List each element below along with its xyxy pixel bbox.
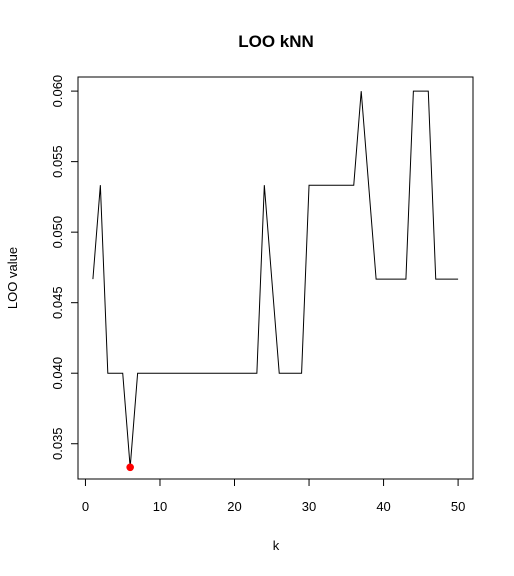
x-tick-label: 40: [376, 499, 390, 514]
y-tick-label: 0.045: [50, 286, 65, 319]
x-tick-label: 10: [153, 499, 167, 514]
x-axis-label: k: [273, 538, 280, 553]
series-line: [92, 90, 459, 468]
y-axis: 0.035 0.040 0.045 0.050 0.055 0.060: [50, 75, 79, 460]
y-tick-label: 0.055: [50, 145, 65, 178]
x-tick-label: 30: [302, 499, 316, 514]
y-tick-label: 0.040: [50, 357, 65, 390]
plot-box: [77, 76, 474, 480]
x-tick-label: 50: [451, 499, 465, 514]
chart-title: LOO kNN: [238, 32, 314, 51]
y-tick-label: 0.060: [50, 75, 65, 108]
series-layer: [92, 90, 459, 468]
y-axis-label: LOO value: [5, 247, 20, 309]
x-tick-label: 20: [227, 499, 241, 514]
y-tick-label: 0.035: [50, 427, 65, 460]
x-tick-label: 0: [82, 499, 89, 514]
min-point-marker: [126, 463, 134, 472]
x-axis: 0 10 20 30 40 50: [82, 478, 465, 514]
y-tick-label: 0.050: [50, 216, 65, 249]
highlight-layer: [126, 463, 134, 472]
